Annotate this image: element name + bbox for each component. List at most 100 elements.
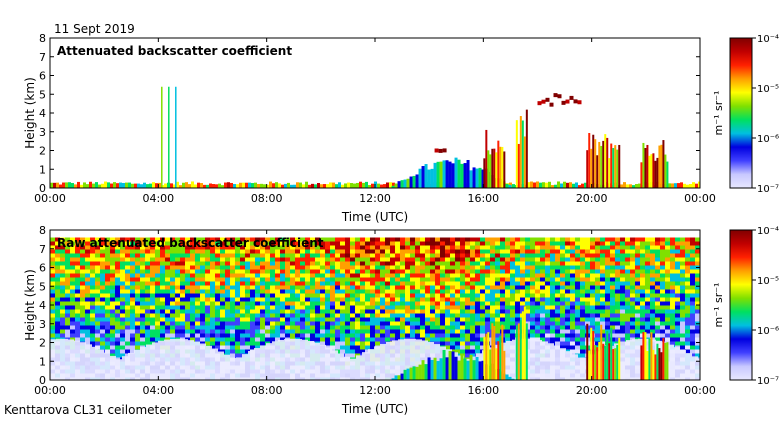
heatmap-cell bbox=[230, 270, 235, 274]
heatmap-cell bbox=[475, 350, 480, 354]
heatmap-cell bbox=[145, 314, 150, 318]
heatmap-cell bbox=[350, 258, 355, 262]
heatmap-cell bbox=[105, 318, 110, 322]
heatmap-cell bbox=[370, 258, 375, 262]
heatmap-cell bbox=[230, 302, 235, 306]
heatmap-cell bbox=[655, 274, 660, 278]
heatmap-cell bbox=[335, 310, 340, 314]
heatmap-cell bbox=[640, 254, 645, 258]
heatmap-cell bbox=[545, 290, 550, 294]
heatmap-cell bbox=[680, 246, 685, 250]
heatmap-cell bbox=[570, 290, 575, 294]
heatmap-cell bbox=[230, 266, 235, 270]
heatmap-cell bbox=[545, 262, 550, 266]
heatmap-cell bbox=[440, 278, 445, 282]
heatmap-cell bbox=[150, 266, 155, 270]
heatmap-cell bbox=[620, 334, 625, 338]
surface-layer-cell bbox=[362, 183, 365, 188]
heatmap-cell bbox=[490, 254, 495, 258]
heatmap-cell bbox=[670, 282, 675, 286]
instrument-label: Kenttarova CL31 ceilometer bbox=[4, 403, 172, 417]
heatmap-cell bbox=[300, 318, 305, 322]
heatmap-cell bbox=[245, 318, 250, 322]
heatmap-cell bbox=[50, 274, 55, 278]
heatmap-cell bbox=[630, 286, 635, 290]
heatmap-cell bbox=[110, 350, 115, 354]
heatmap-cell bbox=[430, 274, 435, 278]
heatmap-cell bbox=[285, 286, 290, 290]
heatmap-cell bbox=[260, 302, 265, 306]
cloud-cell bbox=[439, 149, 443, 153]
heatmap-cell bbox=[480, 286, 485, 290]
heatmap-cell bbox=[55, 266, 60, 270]
heatmap-cell bbox=[665, 294, 670, 298]
heatmap-cell bbox=[290, 302, 295, 306]
precipitation-cell bbox=[493, 149, 495, 188]
heatmap-cell bbox=[220, 314, 225, 318]
heatmap-cell bbox=[505, 302, 510, 306]
heatmap-cell bbox=[135, 258, 140, 262]
heatmap-cell bbox=[375, 274, 380, 278]
surface-layer-cell bbox=[569, 182, 572, 188]
heatmap-cell bbox=[670, 250, 675, 254]
heatmap-cell bbox=[565, 242, 570, 246]
heatmap-cell bbox=[245, 286, 250, 290]
heatmap-cell bbox=[415, 254, 420, 258]
heatmap-cell bbox=[345, 250, 350, 254]
heatmap-cell bbox=[530, 306, 535, 310]
heatmap-cell bbox=[335, 242, 340, 246]
precipitation-cell bbox=[656, 158, 658, 188]
heatmap-cell bbox=[55, 330, 60, 334]
heatmap-cell bbox=[460, 306, 465, 310]
heatmap-cell bbox=[140, 274, 145, 278]
heatmap-cell bbox=[235, 282, 240, 286]
heatmap-cell bbox=[125, 326, 130, 330]
heatmap-cell bbox=[600, 318, 605, 322]
heatmap-cell bbox=[575, 258, 580, 262]
heatmap-cell bbox=[605, 290, 610, 294]
heatmap-cell bbox=[550, 306, 555, 310]
heatmap-cell bbox=[170, 334, 175, 338]
heatmap-cell bbox=[625, 310, 630, 314]
heatmap-cell bbox=[425, 286, 430, 290]
heatmap-cell bbox=[420, 322, 425, 326]
heatmap-cell bbox=[310, 250, 315, 254]
heatmap-cell bbox=[540, 250, 545, 254]
heatmap-cell bbox=[340, 258, 345, 262]
heatmap-cell bbox=[125, 266, 130, 270]
heatmap-cell bbox=[395, 266, 400, 270]
heatmap-cell bbox=[665, 270, 670, 274]
heatmap-cell bbox=[120, 298, 125, 302]
heatmap-cell bbox=[235, 342, 240, 346]
heatmap-cell bbox=[235, 346, 240, 350]
heatmap-cell bbox=[265, 278, 270, 282]
heatmap-cell bbox=[625, 298, 630, 302]
heatmap-cell bbox=[355, 250, 360, 254]
heatmap-cell bbox=[610, 322, 615, 326]
heatmap-cell bbox=[115, 314, 120, 318]
heatmap-cell bbox=[640, 298, 645, 302]
surface-layer-cell bbox=[320, 184, 323, 188]
heatmap-cell bbox=[165, 278, 170, 282]
heatmap-cell bbox=[245, 326, 250, 330]
heatmap-cell bbox=[365, 242, 370, 246]
heatmap-cell bbox=[250, 266, 255, 270]
heatmap-cell bbox=[375, 254, 380, 258]
heatmap-cell bbox=[85, 330, 90, 334]
heatmap-cell bbox=[505, 266, 510, 270]
aerosol-layer-cell bbox=[425, 164, 428, 188]
heatmap-cell bbox=[70, 334, 75, 338]
heatmap-cell bbox=[265, 302, 270, 306]
heatmap-cell bbox=[305, 330, 310, 334]
heatmap-cell bbox=[140, 266, 145, 270]
heatmap-cell bbox=[685, 282, 690, 286]
heatmap-cell bbox=[575, 294, 580, 298]
heatmap-cell bbox=[655, 262, 660, 266]
heatmap-cell bbox=[180, 266, 185, 270]
heatmap-cell bbox=[635, 298, 640, 302]
heatmap-cell bbox=[335, 298, 340, 302]
heatmap-cell bbox=[440, 262, 445, 266]
heatmap-cell bbox=[580, 270, 585, 274]
heatmap-cell bbox=[650, 250, 655, 254]
heatmap-cell bbox=[510, 334, 515, 338]
